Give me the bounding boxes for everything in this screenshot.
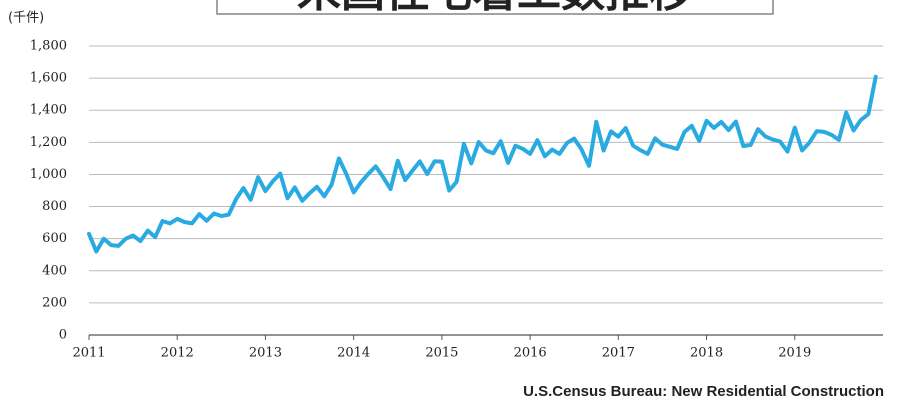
x-tick-label: 2013 [249, 346, 282, 361]
source-note: U.S.Census Bureau: New Residential Const… [523, 383, 884, 400]
y-tick-label: 0 [59, 328, 67, 343]
y-tick-label: 400 [42, 263, 67, 278]
chart-title: 米国住宅着工数推移 [297, 0, 693, 17]
y-tick-label: 1,600 [30, 71, 67, 86]
y-tick-label: 600 [42, 231, 67, 246]
x-tick-label: 2016 [514, 346, 547, 361]
y-tick-label: 200 [42, 295, 67, 310]
x-tick-label: 2018 [690, 346, 723, 361]
y-tick-label: 1,400 [30, 103, 67, 118]
y-tick-label: 800 [42, 199, 67, 214]
y-tick-label: 1,000 [30, 167, 67, 182]
x-tick-label: 2011 [72, 346, 105, 361]
x-tick-label: 2014 [337, 346, 370, 361]
y-tick-label: 1,200 [30, 135, 67, 150]
y-tick-label: 1,800 [30, 39, 67, 54]
x-tick-label: 2017 [602, 346, 635, 361]
y-axis-unit: (千件) [8, 11, 44, 26]
x-tick-label: 2019 [778, 346, 811, 361]
x-tick-label: 2015 [425, 346, 458, 361]
data-line [87, 74, 878, 254]
x-tick-label: 2012 [161, 346, 194, 361]
title-box [216, 0, 774, 15]
